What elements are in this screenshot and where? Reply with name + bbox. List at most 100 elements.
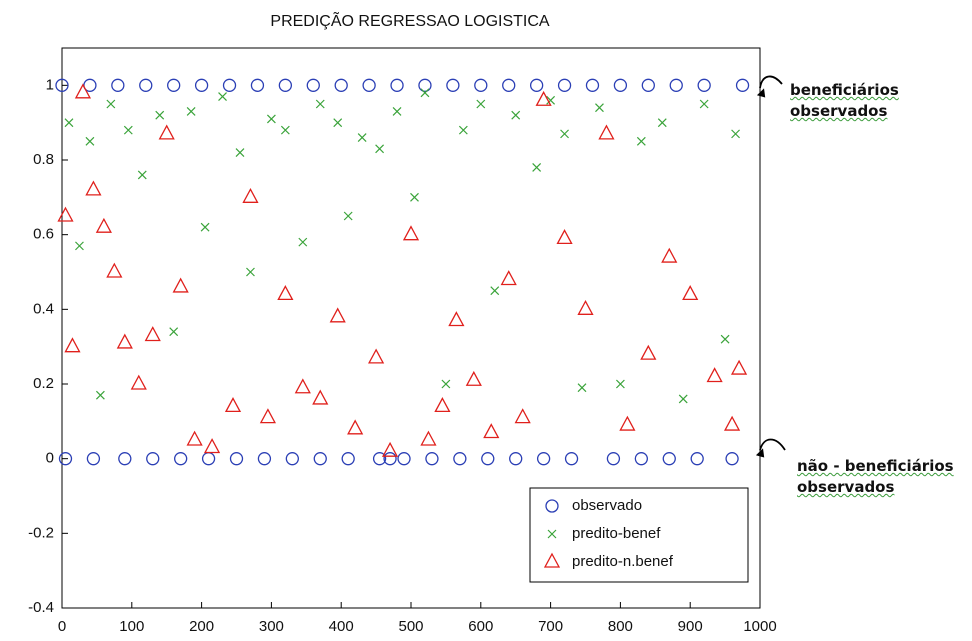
marker-x — [699, 99, 709, 109]
marker-circle — [735, 78, 750, 92]
x-tick-label: 200 — [189, 618, 214, 635]
y-tick-label: 0.8 — [33, 151, 54, 168]
annotation-line: não - beneficiários — [797, 457, 954, 475]
x-tick-label: 100 — [119, 618, 144, 635]
marker-circle — [201, 452, 216, 466]
marker-circle — [167, 78, 181, 92]
marker-circle — [606, 452, 621, 466]
marker-circle — [257, 452, 272, 466]
arrow — [759, 438, 786, 451]
marker-triangle — [259, 408, 276, 424]
marker-triangle — [598, 124, 615, 140]
marker-triangle — [500, 270, 517, 286]
marker-triangle — [144, 326, 161, 342]
marker-circle — [557, 78, 572, 92]
x-tick-label: 400 — [329, 618, 354, 635]
marker-x — [280, 125, 290, 135]
marker-circle — [278, 78, 293, 92]
marker-x — [657, 118, 667, 128]
x-tick-label: 600 — [468, 618, 493, 635]
marker-triangle — [203, 438, 221, 454]
marker-x — [511, 110, 521, 120]
marker-x — [678, 394, 688, 404]
y-tick-label: -0.4 — [28, 599, 54, 616]
marker-triangle — [242, 187, 259, 203]
annotation-line: observados — [797, 478, 895, 496]
marker-triangle — [116, 333, 133, 349]
legend-label: predito-benef — [572, 525, 661, 542]
marker-x — [155, 110, 165, 120]
marker-circle — [481, 452, 495, 466]
marker-triangle — [402, 225, 420, 241]
marker-x — [595, 103, 604, 113]
annotation: beneficiários observados — [790, 80, 899, 122]
marker-triangle — [543, 552, 561, 568]
y-tick-label: 0.6 — [33, 226, 54, 243]
legend-label: predito-n.benef — [572, 553, 674, 570]
marker-triangle — [577, 299, 594, 315]
marker-triangle — [312, 389, 329, 405]
annotation: não - beneficiários observados — [797, 456, 954, 498]
marker-x — [547, 529, 557, 539]
marker-circle — [536, 452, 551, 466]
marker-circle — [641, 78, 655, 92]
marker-x — [246, 267, 255, 277]
marker-circle — [111, 78, 125, 92]
marker-x — [458, 125, 468, 135]
marker-circle — [662, 452, 676, 466]
marker-circle — [418, 78, 432, 92]
marker-triangle — [640, 344, 657, 360]
marker-triangle — [619, 415, 636, 431]
marker-x — [441, 379, 451, 389]
marker-triangle — [158, 124, 175, 140]
marker-triangle — [661, 247, 678, 263]
marker-triangle — [556, 229, 573, 245]
marker-x — [186, 107, 196, 116]
marker-x — [298, 237, 308, 247]
marker-circle — [86, 452, 101, 466]
legend-label: observado — [572, 497, 642, 514]
marker-circle — [334, 78, 348, 92]
marker-circle — [118, 452, 132, 466]
marker-circle — [529, 78, 544, 92]
marker-circle — [362, 78, 376, 92]
marker-circle — [634, 452, 648, 466]
marker-circle — [697, 78, 711, 92]
marker-circle — [341, 452, 355, 466]
legend: observado predito-benef predito-n.benef — [529, 487, 749, 583]
marker-circle — [306, 78, 320, 92]
annotation-line: observados — [790, 102, 888, 120]
marker-triangle — [730, 359, 748, 375]
y-tick-label: -0.2 — [28, 524, 54, 541]
marker-circle — [194, 78, 209, 92]
marker-circle — [58, 452, 73, 466]
marker-x — [200, 222, 210, 232]
marker-x — [123, 125, 133, 135]
marker-triangle — [329, 307, 346, 323]
marker-triangle — [347, 419, 364, 435]
marker-circle — [725, 452, 739, 466]
marker-circle — [397, 452, 411, 466]
marker-triangle — [514, 408, 531, 424]
marker-circle — [383, 452, 397, 466]
arrow-head — [755, 448, 765, 458]
marker-circle — [390, 78, 404, 92]
marker-triangle — [706, 367, 723, 383]
x-tick-label: 500 — [398, 618, 423, 635]
marker-x — [106, 99, 116, 109]
marker-circle — [372, 452, 387, 466]
legend-box — [529, 487, 749, 583]
marker-triangle — [294, 378, 311, 394]
marker-triangle — [172, 277, 189, 293]
marker-triangle — [130, 374, 147, 390]
marker-circle — [146, 452, 160, 466]
marker-circle — [222, 78, 237, 92]
marker-triangle — [64, 337, 81, 353]
marker-circle — [545, 499, 559, 513]
marker-circle — [669, 78, 683, 92]
y-tick-label: 0.2 — [33, 375, 54, 392]
arrow-head — [756, 88, 766, 98]
marker-triangle — [420, 430, 437, 446]
